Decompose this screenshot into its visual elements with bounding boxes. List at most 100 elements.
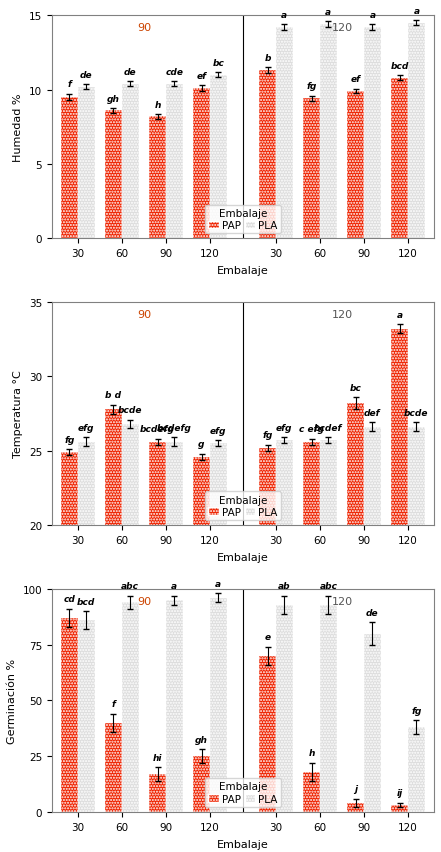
Text: 120: 120 xyxy=(332,23,353,33)
Text: b: b xyxy=(264,54,271,63)
Bar xyxy=(391,805,408,812)
Bar xyxy=(259,656,276,812)
Bar xyxy=(320,605,337,812)
Text: de: de xyxy=(366,608,379,617)
Text: 120: 120 xyxy=(332,309,353,320)
Bar xyxy=(149,118,166,239)
Bar xyxy=(166,84,183,239)
Bar xyxy=(149,442,166,822)
Text: a: a xyxy=(396,310,403,320)
Bar xyxy=(166,601,183,812)
Bar xyxy=(364,634,381,812)
Text: 90: 90 xyxy=(137,596,151,606)
Text: def: def xyxy=(364,408,381,417)
Text: bcde: bcde xyxy=(118,406,142,414)
Text: hi: hi xyxy=(153,753,162,762)
Text: 120: 120 xyxy=(332,596,353,606)
Text: de: de xyxy=(124,68,137,77)
Bar xyxy=(364,28,381,239)
Bar xyxy=(122,602,138,812)
Bar xyxy=(391,330,408,822)
Text: 90: 90 xyxy=(137,309,151,320)
Text: j: j xyxy=(354,784,357,793)
Bar xyxy=(61,619,78,812)
Text: fg: fg xyxy=(64,435,75,444)
Text: e: e xyxy=(265,633,271,642)
Bar xyxy=(105,410,122,822)
Text: gh: gh xyxy=(107,95,120,103)
Text: fg: fg xyxy=(262,431,273,440)
Bar xyxy=(320,440,337,822)
Text: bc: bc xyxy=(213,59,224,68)
Text: bcdefg: bcdefg xyxy=(157,423,192,432)
Bar xyxy=(276,605,293,812)
Bar xyxy=(348,404,364,822)
Bar xyxy=(303,442,320,822)
Bar xyxy=(303,100,320,239)
Text: bc: bc xyxy=(350,383,362,392)
Bar xyxy=(259,448,276,822)
Text: c efg: c efg xyxy=(299,425,324,434)
Bar xyxy=(408,728,425,812)
Text: bcdef: bcdef xyxy=(314,423,343,432)
Bar xyxy=(259,72,276,239)
Text: h: h xyxy=(308,748,315,757)
Text: bcd: bcd xyxy=(391,62,409,71)
Text: efg: efg xyxy=(210,426,227,435)
Bar xyxy=(276,28,293,239)
Legend: PAP, PLA: PAP, PLA xyxy=(205,492,281,521)
Text: ij: ij xyxy=(396,788,403,797)
Text: f: f xyxy=(112,699,116,708)
Text: h: h xyxy=(154,101,161,109)
Text: cde: cde xyxy=(165,68,183,77)
Text: g: g xyxy=(198,440,205,449)
Text: fg: fg xyxy=(411,706,422,715)
Text: 90: 90 xyxy=(137,23,151,33)
Bar xyxy=(364,428,381,822)
Bar xyxy=(78,620,94,812)
Text: a: a xyxy=(171,581,177,590)
Text: abc: abc xyxy=(121,581,139,590)
Bar xyxy=(193,458,210,822)
X-axis label: Embalaje: Embalaje xyxy=(217,838,269,849)
Y-axis label: Humedad %: Humedad % xyxy=(13,94,23,162)
Text: bcd: bcd xyxy=(77,597,95,606)
Text: efg: efg xyxy=(276,423,292,432)
Text: a: a xyxy=(325,8,332,17)
Bar xyxy=(391,78,408,239)
Text: cd: cd xyxy=(64,595,75,604)
Text: ab: ab xyxy=(278,581,291,590)
Bar xyxy=(348,803,364,812)
Text: bcde: bcde xyxy=(404,408,429,417)
Y-axis label: Temperatura °C: Temperatura °C xyxy=(13,371,23,458)
Text: gh: gh xyxy=(195,735,208,744)
Bar xyxy=(276,440,293,822)
Bar xyxy=(122,424,138,822)
Bar xyxy=(78,442,94,822)
Bar xyxy=(61,452,78,822)
Bar xyxy=(105,112,122,239)
Bar xyxy=(78,88,94,239)
Text: fg: fg xyxy=(306,82,317,91)
Bar xyxy=(61,98,78,239)
Text: a: a xyxy=(413,7,419,16)
Bar xyxy=(210,76,227,239)
Text: a: a xyxy=(370,10,375,20)
Bar xyxy=(166,442,183,822)
Bar xyxy=(348,92,364,239)
Text: de: de xyxy=(80,71,93,80)
Text: ef: ef xyxy=(351,75,361,84)
Bar xyxy=(320,26,337,239)
Legend: PAP, PLA: PAP, PLA xyxy=(205,779,281,807)
Bar xyxy=(408,428,425,822)
Bar xyxy=(122,84,138,239)
Text: abc: abc xyxy=(319,581,337,590)
Bar xyxy=(193,89,210,239)
Text: b d: b d xyxy=(105,390,122,400)
Bar xyxy=(149,774,166,812)
X-axis label: Embalaje: Embalaje xyxy=(217,266,269,275)
Text: bcdefg: bcdefg xyxy=(140,425,175,434)
Bar xyxy=(210,598,227,812)
Bar xyxy=(210,444,227,822)
Text: efg: efg xyxy=(78,423,94,432)
